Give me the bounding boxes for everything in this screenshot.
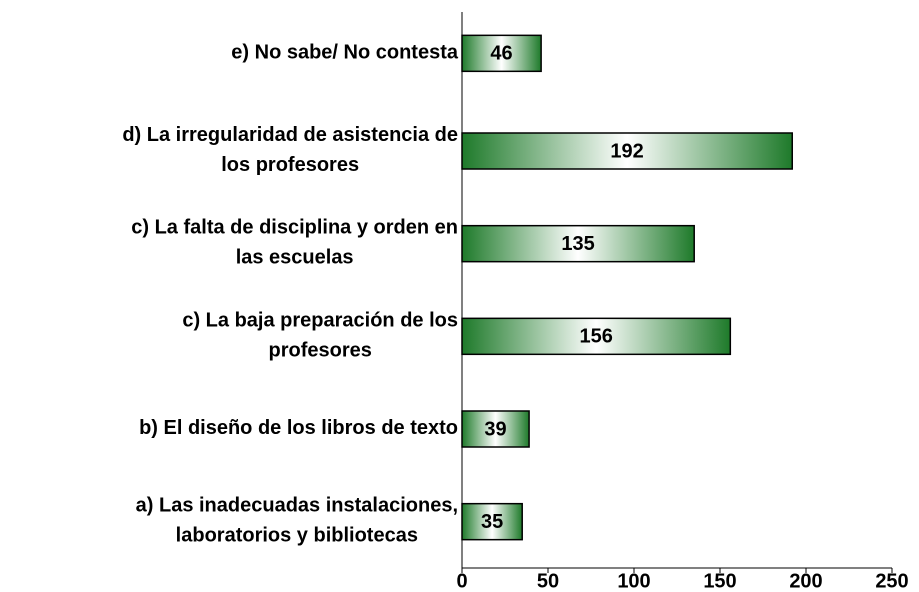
value-label: 46 [490,43,512,65]
x-tick-label: 250 [875,570,908,592]
value-label: 135 [561,233,594,255]
bar [461,410,530,448]
bar [461,132,793,170]
value-label: 35 [481,511,503,533]
x-tick-label: 50 [537,570,559,592]
value-label: 39 [484,418,506,440]
x-tick-label: 100 [617,570,650,592]
y-tick-label: a) Las inadecuadas instalaciones, laborat… [136,495,458,547]
x-tick-label: 150 [703,570,736,592]
y-tick-label: b) El diseño de los libros de texto [139,417,458,439]
y-tick-label: e) No sabe/ No contesta [231,42,459,64]
y-tick-label: c) La falta de disciplina y orden en las … [131,217,458,269]
bar [461,317,732,356]
x-tick-label: 200 [789,570,822,592]
bar [461,224,695,263]
value-label: 192 [610,140,643,162]
y-tick-label: d) La irregularidad de asistencia de los … [122,124,458,176]
x-tick-label: 0 [456,570,467,592]
value-label: 156 [579,326,612,348]
y-tick-label: c) La baja preparación de los profesores [182,310,458,362]
